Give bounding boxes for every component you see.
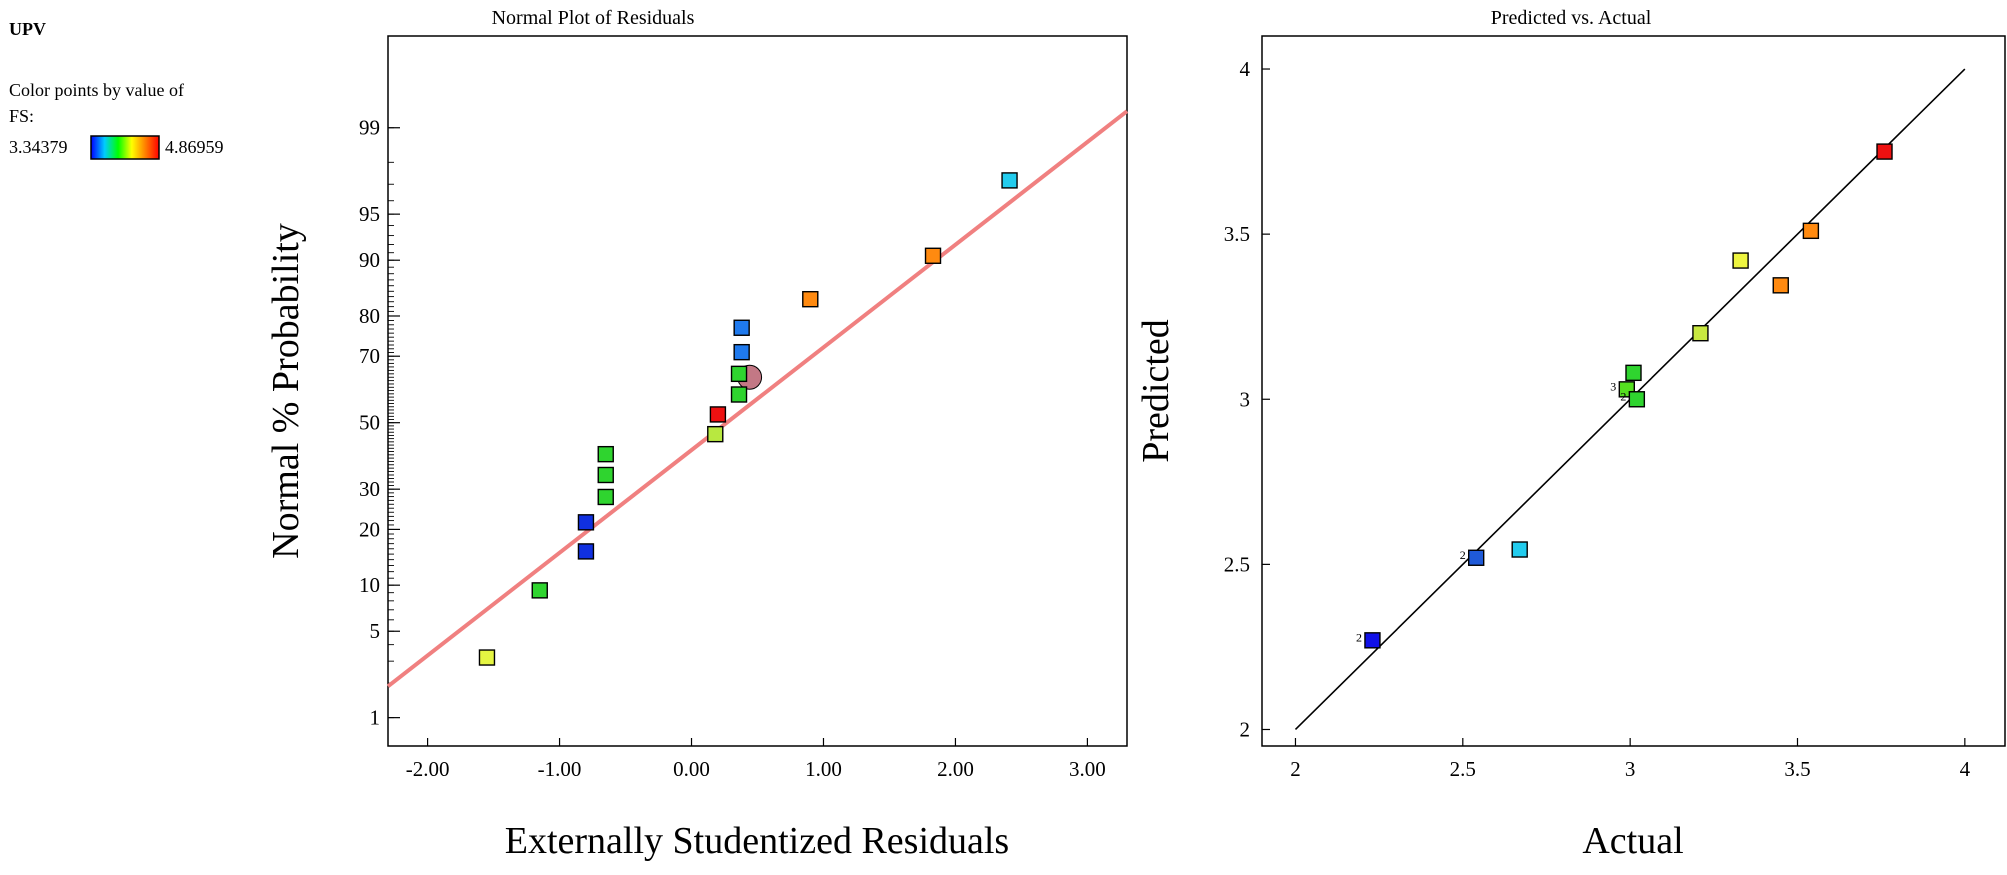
data-point: [1467, 549, 1485, 566]
x-tick-label: 2.5: [1450, 757, 1476, 781]
legend-min-label: 3.34379: [9, 137, 68, 157]
pva-x-axis-label: Actual: [1582, 820, 1683, 862]
data-point: [478, 649, 496, 666]
data-point: [730, 365, 748, 383]
data-point: [597, 488, 614, 506]
y-tick-label: 50: [359, 411, 380, 435]
data-point: [1625, 364, 1642, 382]
data-point: [733, 319, 750, 336]
y-tick-label: 80: [359, 304, 380, 328]
x-tick-label: -1.00: [538, 757, 582, 781]
legend-max-label: 4.86959: [165, 137, 224, 157]
data-point: [1772, 277, 1789, 294]
y-tick-label: 3.5: [1224, 222, 1250, 246]
x-tick-label: 2.00: [937, 757, 974, 781]
normal-plot-title: Normal Plot of Residuals: [492, 7, 695, 29]
data-point: [709, 406, 727, 423]
y-tick-label: 90: [359, 248, 380, 272]
y-tick-label: 10: [359, 573, 380, 597]
data-point: [1876, 143, 1893, 160]
normal-plot-reference-line: [386, 109, 1129, 688]
point-count-label: 2: [1460, 548, 1466, 562]
y-tick-label: 20: [359, 517, 380, 541]
x-tick-label: 3.00: [1069, 757, 1106, 781]
x-tick-label: 4: [1960, 757, 1971, 781]
data-point: [597, 466, 614, 484]
y-tick-label: 2.5: [1224, 552, 1250, 576]
pva-y-axis-label: Predicted: [1135, 319, 1177, 463]
x-tick-label: 3: [1625, 757, 1636, 781]
data-point: [707, 425, 724, 443]
normal-plot-y-ticks: 1 5 10 20 30 50 70 80 90 95 99: [359, 116, 400, 730]
y-tick-label: 4: [1240, 57, 1251, 81]
predicted-vs-actual-chart: Predicted vs. Actual 2 2.5 3 3.5 4 2 2.5 3 3.5 4…: [1135, 7, 2006, 862]
normal-plot-y-axis-label: Normal % Probability: [265, 223, 307, 559]
data-point: [597, 445, 614, 463]
color-legend: UPV Color points by value of FS: 3.34379…: [9, 19, 224, 160]
y-tick-label: 5: [370, 619, 381, 643]
normal-plot-points: [478, 172, 1018, 666]
data-point: [1511, 541, 1528, 558]
pva-title: Predicted vs. Actual: [1491, 7, 1652, 29]
data-point: [924, 247, 942, 264]
data-point: [1802, 222, 1820, 240]
pva-x-ticks: 2 2.5 3 3.5 4: [1290, 738, 1971, 781]
legend-gradient-bar: [90, 135, 160, 160]
normal-plot-x-ticks: -2.00 -1.00 0.00 1.00 2.00 3.00: [406, 738, 1106, 781]
y-tick-label: 1: [370, 706, 381, 730]
data-point: [577, 514, 595, 531]
data-point: [1001, 172, 1018, 189]
pva-y-ticks: 2 2.5 3 3.5 4: [1224, 57, 1270, 741]
legend-response-label: UPV: [9, 19, 46, 39]
data-point: [531, 582, 548, 599]
x-tick-label: 2: [1290, 757, 1301, 781]
point-count-label: 2: [1620, 389, 1626, 403]
x-tick-label: 3.5: [1784, 757, 1810, 781]
data-point: [1692, 325, 1709, 342]
y-tick-label: 70: [359, 344, 380, 368]
data-point: [1628, 391, 1646, 408]
point-count-label: 2: [1356, 630, 1362, 644]
y-tick-label: 95: [359, 202, 380, 226]
data-point: [1732, 252, 1749, 269]
y-tick-label: 3: [1240, 387, 1251, 411]
normal-plot-x-axis-label: Externally Studentized Residuals: [505, 820, 1009, 862]
y-tick-label: 2: [1240, 717, 1251, 741]
data-point: [730, 386, 748, 403]
x-tick-label: 1.00: [805, 757, 842, 781]
data-point: [733, 343, 750, 361]
normal-plot-chart: Normal Plot of Residuals -2.00 -1.00 0.00 1…: [265, 7, 1129, 862]
normal-plot-frame: [387, 35, 1128, 747]
x-tick-label: 0.00: [673, 757, 710, 781]
data-point: [1364, 632, 1381, 649]
data-point: [802, 290, 819, 308]
y-tick-label: 30: [359, 477, 380, 501]
data-point: [577, 543, 595, 560]
legend-color-by-text: Color points by value of: [9, 80, 184, 100]
point-count-label: 3: [1610, 379, 1616, 393]
normal-plot-minor-ticks: [388, 127, 394, 719]
pva-frame: [1261, 35, 2006, 747]
legend-factor-text: FS:: [9, 106, 34, 126]
x-tick-label: -2.00: [406, 757, 450, 781]
y-tick-label: 99: [359, 116, 380, 140]
